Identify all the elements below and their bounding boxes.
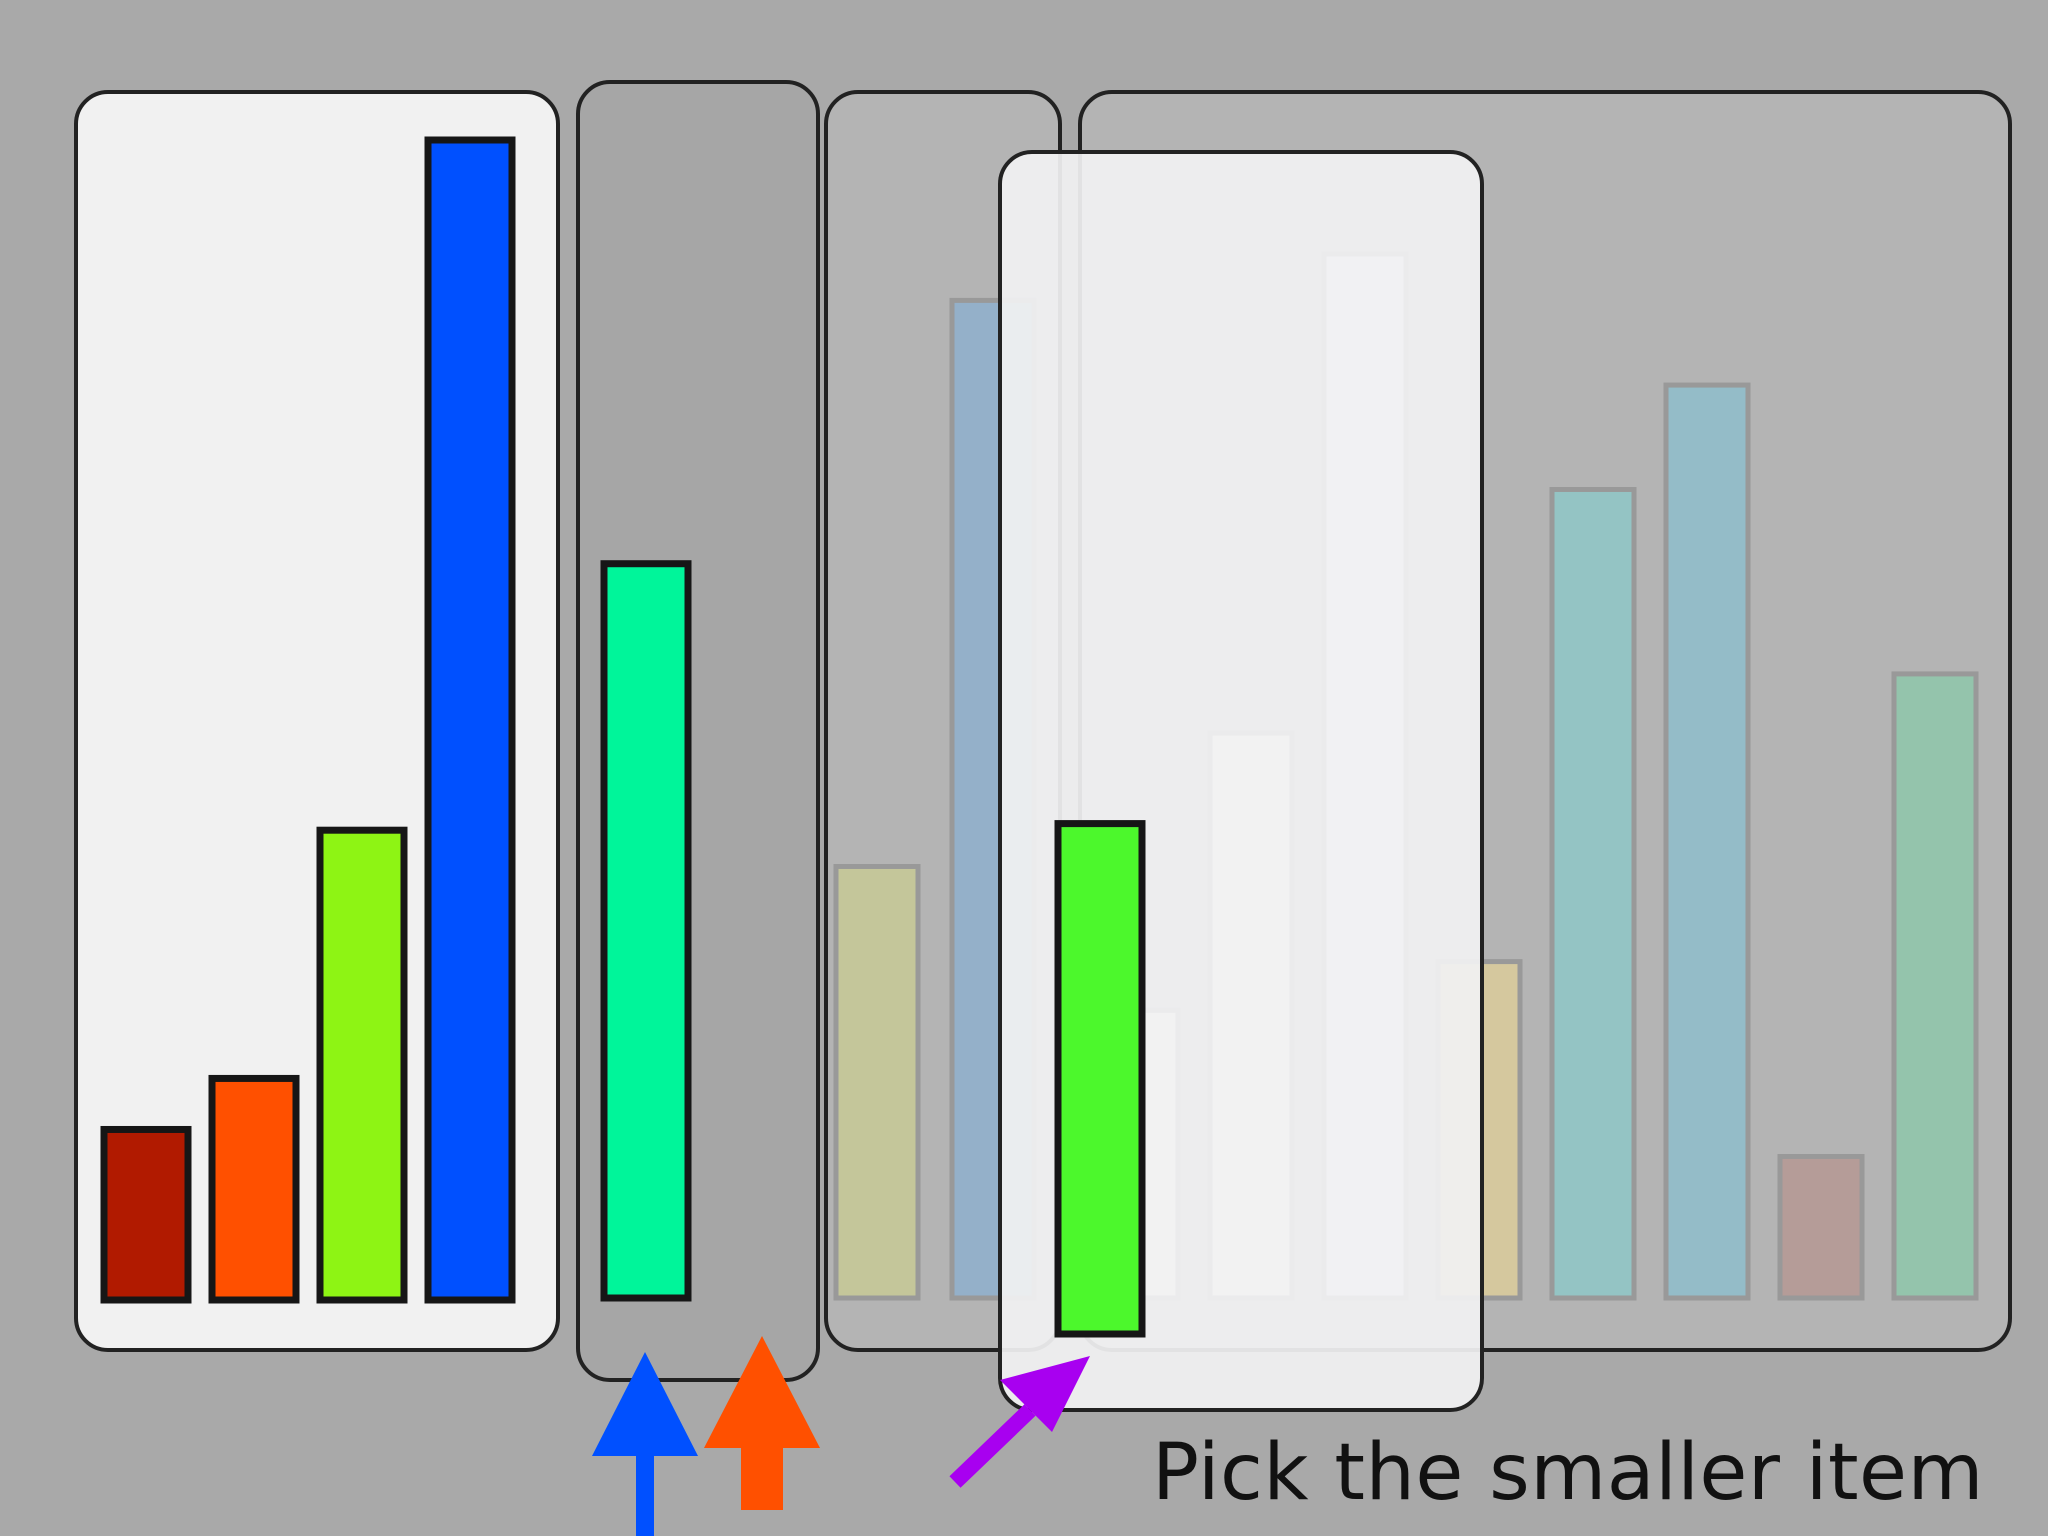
arrows-layer	[592, 1336, 1090, 1536]
bar	[424, 136, 516, 1304]
bar	[1891, 671, 1979, 1301]
bar	[600, 560, 692, 1302]
bar	[100, 1125, 192, 1304]
bar	[316, 826, 408, 1304]
orange-arrow	[704, 1336, 820, 1510]
bar	[1549, 486, 1637, 1301]
compare-bars	[1054, 820, 1146, 1338]
instruction-caption: Pick the smaller item	[1152, 1428, 1984, 1518]
bar	[1777, 1153, 1865, 1301]
bar	[833, 863, 921, 1301]
blue-arrow	[592, 1352, 698, 1536]
sorted-bars	[100, 136, 516, 1304]
bar	[1663, 382, 1751, 1301]
bar	[208, 1074, 300, 1304]
purple-arrow	[949, 1356, 1090, 1488]
bar	[1054, 820, 1146, 1338]
current-item-bars	[600, 560, 692, 1302]
